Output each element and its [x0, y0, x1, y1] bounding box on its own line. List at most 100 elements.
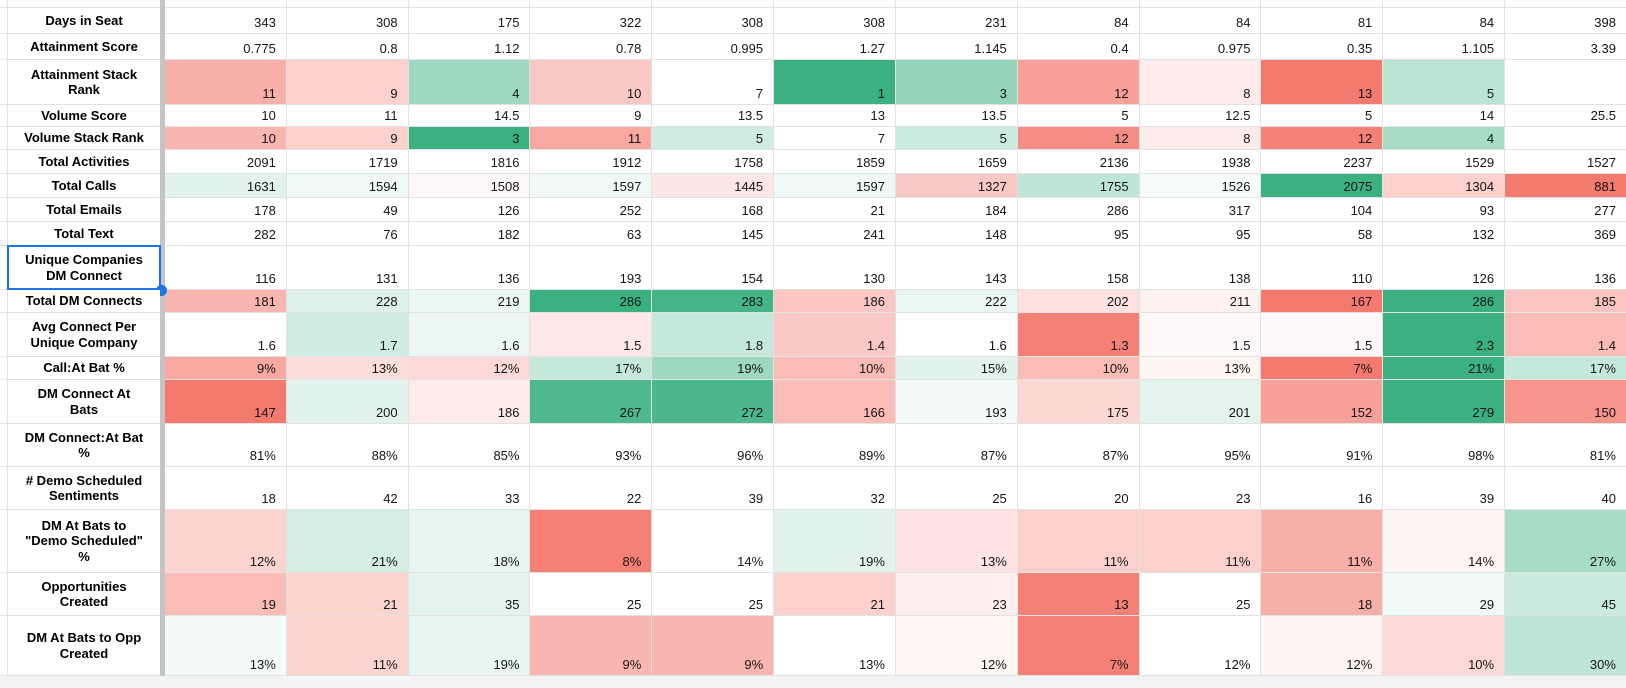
- data-cell[interactable]: 84: [1139, 8, 1262, 34]
- data-cell[interactable]: 167: [1261, 290, 1384, 313]
- data-cell[interactable]: 193: [530, 246, 653, 290]
- data-cell[interactable]: 152: [1261, 380, 1384, 424]
- data-cell[interactable]: 42: [286, 467, 409, 510]
- data-cell[interactable]: 13%: [165, 616, 287, 676]
- data-cell[interactable]: 1719: [286, 150, 409, 174]
- data-cell[interactable]: 1.5: [530, 313, 653, 357]
- data-cell[interactable]: 148: [895, 222, 1018, 246]
- data-cell[interactable]: 2075: [1261, 174, 1384, 198]
- data-cell[interactable]: 184: [895, 198, 1018, 222]
- data-cell[interactable]: 12%: [1261, 616, 1384, 676]
- data-cell[interactable]: 286: [1383, 290, 1506, 313]
- data-cell[interactable]: 13: [1017, 573, 1140, 616]
- data-cell[interactable]: 19%: [652, 357, 775, 380]
- data-cell[interactable]: 282: [165, 222, 287, 246]
- data-cell[interactable]: 93: [1383, 198, 1506, 222]
- data-cell[interactable]: 12.5: [1139, 105, 1262, 127]
- data-cell[interactable]: 10%: [1383, 616, 1506, 676]
- data-cell[interactable]: 154: [652, 246, 775, 290]
- data-cell-partial[interactable]: [1017, 0, 1140, 8]
- data-cell[interactable]: 63: [530, 222, 653, 246]
- row-header-cell[interactable]: DM At Bats to "Demo Scheduled" %: [8, 510, 160, 573]
- data-cell-partial[interactable]: [774, 0, 896, 8]
- data-cell[interactable]: 1.105: [1383, 34, 1506, 60]
- data-cell[interactable]: 49: [286, 198, 409, 222]
- data-cell[interactable]: 29: [1383, 573, 1506, 616]
- data-cell[interactable]: 0.975: [1139, 34, 1262, 60]
- data-cell[interactable]: 200: [286, 380, 409, 424]
- data-cell[interactable]: 11%: [286, 616, 409, 676]
- data-cell[interactable]: 2237: [1261, 150, 1384, 174]
- data-cell[interactable]: 0.775: [165, 34, 287, 60]
- data-cell[interactable]: 272: [652, 380, 775, 424]
- data-cell[interactable]: 211: [1139, 290, 1262, 313]
- data-cell[interactable]: 21: [774, 198, 896, 222]
- data-cell[interactable]: 1.3: [1017, 313, 1140, 357]
- data-cell[interactable]: 11: [286, 105, 409, 127]
- row-header-cell[interactable]: Attainment Stack Rank: [8, 60, 160, 105]
- data-cell[interactable]: 219: [408, 290, 531, 313]
- data-cell-partial[interactable]: [1383, 0, 1506, 8]
- data-cell[interactable]: 14%: [1383, 510, 1506, 573]
- data-cell[interactable]: 25: [895, 467, 1018, 510]
- data-cell[interactable]: 1.4: [774, 313, 896, 357]
- data-cell[interactable]: 12%: [165, 510, 287, 573]
- data-cell[interactable]: 3: [408, 127, 531, 150]
- data-cell[interactable]: 1.27: [774, 34, 896, 60]
- data-cell[interactable]: 267: [530, 380, 653, 424]
- data-cell[interactable]: 228: [286, 290, 409, 313]
- data-cell[interactable]: 40: [1505, 467, 1626, 510]
- data-cell[interactable]: 175: [408, 8, 531, 34]
- row-header-cell[interactable]: DM Connect:At Bat %: [8, 424, 160, 467]
- data-cell[interactable]: 104: [1261, 198, 1384, 222]
- data-cell[interactable]: 168: [652, 198, 775, 222]
- data-cell[interactable]: 178: [165, 198, 287, 222]
- data-cell[interactable]: 19: [165, 573, 287, 616]
- data-cell[interactable]: 193: [895, 380, 1018, 424]
- data-cell[interactable]: 1597: [530, 174, 653, 198]
- data-cell[interactable]: 2136: [1017, 150, 1140, 174]
- data-cell[interactable]: 150: [1505, 380, 1626, 424]
- data-cell[interactable]: 1304: [1383, 174, 1506, 198]
- data-cell[interactable]: 30%: [1505, 616, 1626, 676]
- data-cell[interactable]: 2.3: [1383, 313, 1506, 357]
- data-cell[interactable]: 14.5: [408, 105, 531, 127]
- data-cell[interactable]: 95: [1017, 222, 1140, 246]
- data-cell[interactable]: 5: [1261, 105, 1384, 127]
- selection-fill-handle[interactable]: [156, 285, 167, 296]
- data-cell[interactable]: 4: [408, 60, 531, 105]
- row-header-cell[interactable]: DM Connect At Bats: [8, 380, 160, 424]
- data-cell[interactable]: 93%: [530, 424, 653, 467]
- data-cell[interactable]: 186: [774, 290, 896, 313]
- data-cell[interactable]: 12: [1017, 60, 1140, 105]
- data-cell[interactable]: 202: [1017, 290, 1140, 313]
- data-cell[interactable]: 0.995: [652, 34, 775, 60]
- data-cell[interactable]: 13: [774, 105, 896, 127]
- data-cell[interactable]: 1.4: [1505, 313, 1626, 357]
- data-cell[interactable]: 84: [1383, 8, 1506, 34]
- data-cell[interactable]: 0.78: [530, 34, 653, 60]
- data-cell[interactable]: 308: [774, 8, 896, 34]
- data-cell[interactable]: 18: [1261, 573, 1384, 616]
- data-cell[interactable]: 25: [530, 573, 653, 616]
- data-cell-partial[interactable]: [1505, 0, 1626, 8]
- data-cell[interactable]: 45: [1505, 573, 1626, 616]
- data-cell[interactable]: 14: [1383, 105, 1506, 127]
- data-cell-partial[interactable]: [895, 0, 1018, 8]
- data-cell[interactable]: 7%: [1017, 616, 1140, 676]
- data-cell[interactable]: 21: [774, 573, 896, 616]
- data-cell[interactable]: 185: [1505, 290, 1626, 313]
- data-cell[interactable]: 186: [408, 380, 531, 424]
- data-cell[interactable]: 3.39: [1505, 34, 1626, 60]
- data-cell[interactable]: 1859: [774, 150, 896, 174]
- data-cell-partial[interactable]: [1139, 0, 1262, 8]
- data-cell[interactable]: 126: [408, 198, 531, 222]
- data-cell[interactable]: 0.8: [286, 34, 409, 60]
- data-cell[interactable]: 15%: [895, 357, 1018, 380]
- data-cell[interactable]: [1505, 60, 1626, 105]
- data-cell[interactable]: 0.35: [1261, 34, 1384, 60]
- data-cell[interactable]: 175: [1017, 380, 1140, 424]
- data-cell[interactable]: 7%: [1261, 357, 1384, 380]
- data-cell[interactable]: 8%: [530, 510, 653, 573]
- data-cell[interactable]: 18: [165, 467, 287, 510]
